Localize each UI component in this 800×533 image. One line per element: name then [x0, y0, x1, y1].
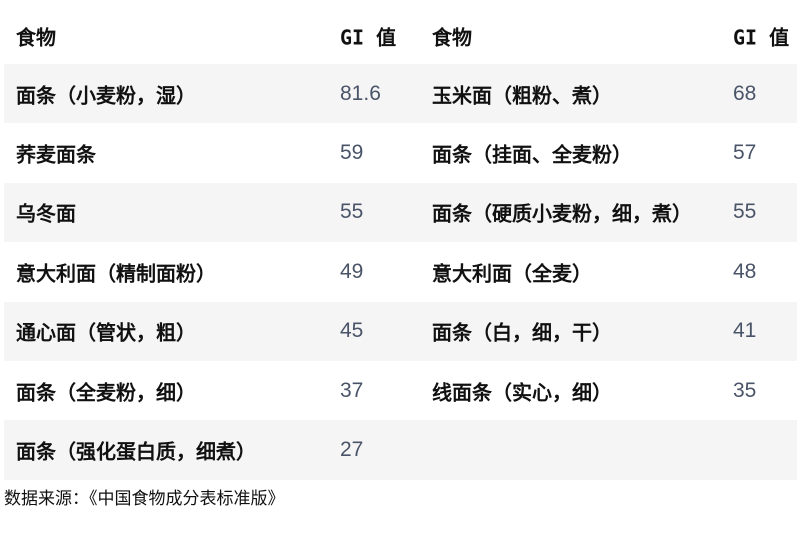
- food-name: 玉米面（粗粉、煮）: [432, 83, 612, 108]
- gi-value: 57: [733, 141, 757, 165]
- table-row: 荞麦面条 59 面条（挂面、全麦粉） 57: [4, 123, 797, 182]
- gi-value: 81.6: [340, 81, 381, 105]
- gi-table: 食物 GI 值 食物 GI 值 面条（小麦粉，湿） 81.6 玉米面（粗粉、煮） 68…: [4, 8, 797, 480]
- food-name: 线面条（实心，细）: [432, 380, 612, 405]
- food-name: 面条（挂面、全麦粉）: [432, 142, 632, 167]
- gi-value: 48: [733, 259, 757, 283]
- table-row: 通心面（管状，粗） 45 面条（白，细，干） 41: [4, 301, 797, 361]
- header-gi: GI 值: [340, 25, 397, 50]
- gi-value: 45: [340, 319, 364, 343]
- table-row: 乌冬面 55 面条（硬质小麦粉，细，煮） 55: [4, 182, 797, 243]
- source-note: 数据来源：《中国食物成分表标准版》: [4, 489, 285, 509]
- table-row: 面条（小麦粉，湿） 81.6 玉米面（粗粉、煮） 68: [4, 64, 797, 124]
- table-row: 面条（强化蛋白质，细煮） 27: [4, 420, 797, 480]
- food-name: 面条（强化蛋白质，细煮）: [16, 439, 256, 464]
- food-name: 面条（全麦粉，细）: [16, 380, 196, 405]
- header-food-2: 食物: [432, 25, 472, 50]
- food-name: 意大利面（精制面粉）: [16, 261, 216, 286]
- food-name: 面条（白，细，干）: [432, 320, 612, 345]
- gi-value: 68: [733, 81, 757, 105]
- table-row: 面条（全麦粉，细） 37 线面条（实心，细） 35: [4, 361, 797, 420]
- gi-value: 41: [733, 319, 757, 343]
- food-name: 乌冬面: [16, 201, 76, 226]
- gi-value: 37: [340, 378, 364, 402]
- gi-value: 59: [340, 141, 364, 165]
- gi-value: 35: [733, 378, 757, 402]
- food-name: 通心面（管状，粗）: [16, 320, 196, 345]
- gi-value: 49: [340, 259, 364, 283]
- header-gi-2: GI 值: [733, 25, 790, 50]
- food-name: 意大利面（全麦）: [432, 261, 592, 286]
- header-food: 食物: [16, 25, 56, 50]
- table-header: 食物 GI 值 食物 GI 值: [4, 8, 797, 64]
- gi-value: 55: [340, 200, 364, 224]
- food-name: 荞麦面条: [16, 142, 96, 167]
- food-name: 面条（硬质小麦粉，细，煮）: [432, 201, 692, 226]
- table-row: 意大利面（精制面粉） 49 意大利面（全麦） 48: [4, 242, 797, 301]
- gi-value: 55: [733, 200, 757, 224]
- gi-value: 27: [340, 438, 364, 462]
- food-name: 面条（小麦粉，湿）: [16, 83, 196, 108]
